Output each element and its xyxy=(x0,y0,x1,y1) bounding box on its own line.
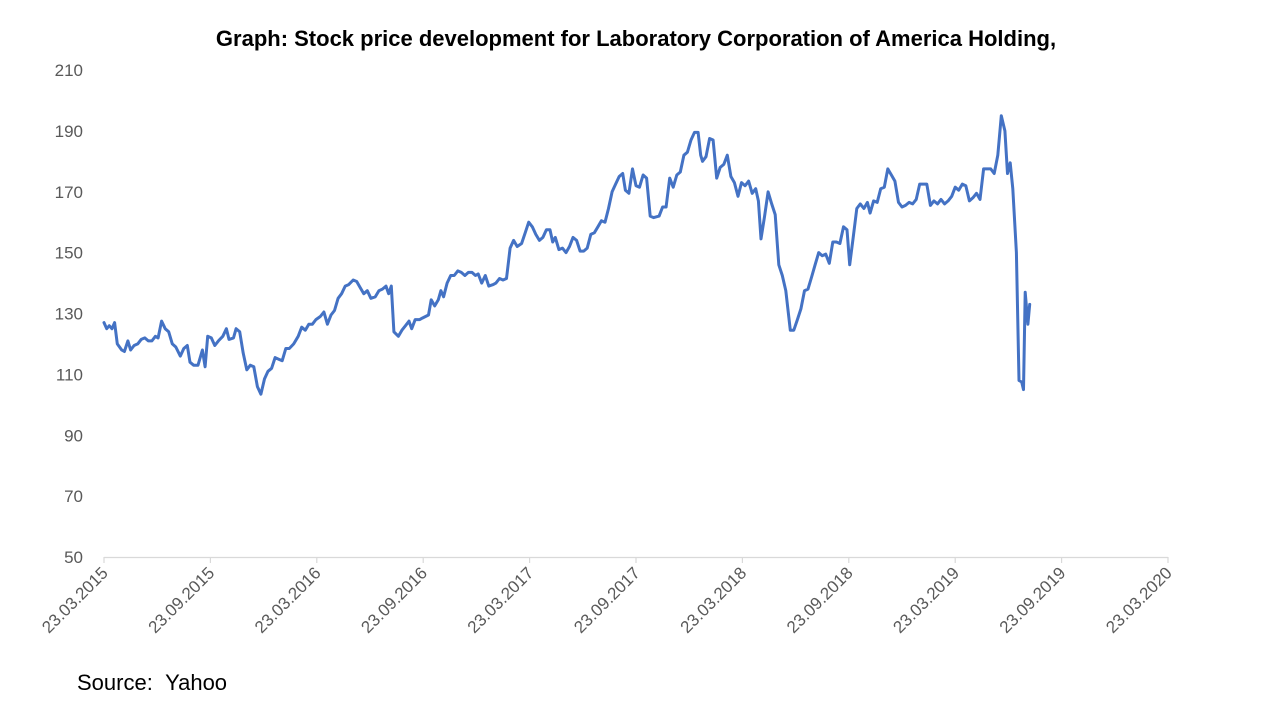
y-axis: 50 70 90 110 130 150 170 190 210 xyxy=(55,61,83,567)
y-tick-label: 190 xyxy=(55,122,83,141)
chart-title: Graph: Stock price development for Labor… xyxy=(216,26,1056,51)
x-axis: 23.03.2015 23.09.2015 23.03.2016 23.09.2016… xyxy=(38,556,1176,637)
x-tick-label: 23.09.2016 xyxy=(357,563,431,637)
y-tick-label: 170 xyxy=(55,183,83,202)
y-tick-label: 210 xyxy=(55,61,83,80)
y-tick-label: 90 xyxy=(64,426,83,445)
source-label: Source: xyxy=(77,670,153,695)
source-note: Source: Yahoo xyxy=(77,670,227,696)
x-tick-label: 23.09.2018 xyxy=(783,563,857,637)
source-value: Yahoo xyxy=(165,670,228,695)
x-tick-label: 23.03.2020 xyxy=(1102,563,1176,637)
x-tick-label: 23.03.2019 xyxy=(889,563,963,637)
y-tick-label: 70 xyxy=(64,487,83,506)
x-tick-label: 23.09.2019 xyxy=(996,563,1070,637)
x-tick-label: 23.09.2015 xyxy=(145,563,219,637)
y-tick-label: 130 xyxy=(55,305,83,324)
x-tick-label: 23.03.2018 xyxy=(677,563,751,637)
x-tick-label: 23.03.2017 xyxy=(464,563,538,637)
y-tick-label: 150 xyxy=(55,244,83,263)
x-tick-label: 23.03.2016 xyxy=(251,563,325,637)
x-tick-label: 23.03.2015 xyxy=(38,563,112,637)
y-tick-label: 110 xyxy=(56,365,83,384)
series-group xyxy=(102,114,1032,396)
x-tick-label: 23.09.2017 xyxy=(570,563,644,637)
series-line-0 xyxy=(102,114,1032,396)
y-tick-label: 50 xyxy=(64,548,83,567)
